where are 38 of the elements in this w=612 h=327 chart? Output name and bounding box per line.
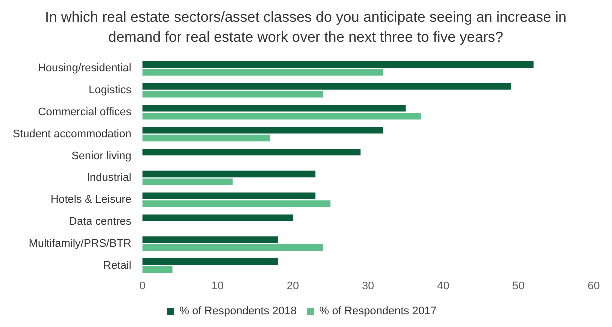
bar <box>142 105 406 112</box>
legend-label: % of Respondents 2018 <box>180 306 298 318</box>
legend-label: % of Respondents 2017 <box>320 306 437 318</box>
bar <box>142 83 512 90</box>
bar <box>142 266 173 274</box>
bar <box>142 192 316 200</box>
y-tick-label: Senior living <box>72 150 132 162</box>
y-tick-label: Logistics <box>88 84 132 97</box>
bar <box>142 127 384 134</box>
bar <box>142 170 316 178</box>
x-tick-label: 40 <box>437 280 450 292</box>
bar <box>142 91 324 98</box>
bar <box>142 200 331 208</box>
y-tick-label: Multifamily/PRS/BTR <box>28 238 132 250</box>
y-tick-label: Data centres <box>69 216 132 228</box>
bar <box>142 178 233 186</box>
x-tick-label: 0 <box>140 280 146 292</box>
bar <box>142 61 534 68</box>
x-tick-label: 10 <box>212 280 224 292</box>
bar <box>142 148 361 156</box>
bar <box>142 258 278 266</box>
chart-title: In which real estate sectors/asset classes do you anticipate seeing an increase in demand for real estate work over the next three to five years? <box>44 9 568 48</box>
y-tick-label: Housing/residential <box>38 62 132 75</box>
bar <box>142 112 421 120</box>
y-tick-label: Industrial <box>86 172 132 184</box>
x-tick-label: 60 <box>588 280 600 292</box>
bar <box>142 69 384 76</box>
y-tick-label: Retail <box>104 260 132 272</box>
y-tick-label: Hotels & Leisure <box>50 194 132 206</box>
x-tick-label: 20 <box>286 280 300 292</box>
bar <box>142 134 271 142</box>
bar <box>142 236 278 244</box>
x-tick-label: 30 <box>362 280 374 292</box>
y-tick-label: Student accommodation <box>12 128 132 140</box>
bar <box>142 214 294 222</box>
x-tick-label: 50 <box>512 280 525 292</box>
bar <box>142 244 324 252</box>
y-tick-label: Commercial offices <box>38 106 132 118</box>
